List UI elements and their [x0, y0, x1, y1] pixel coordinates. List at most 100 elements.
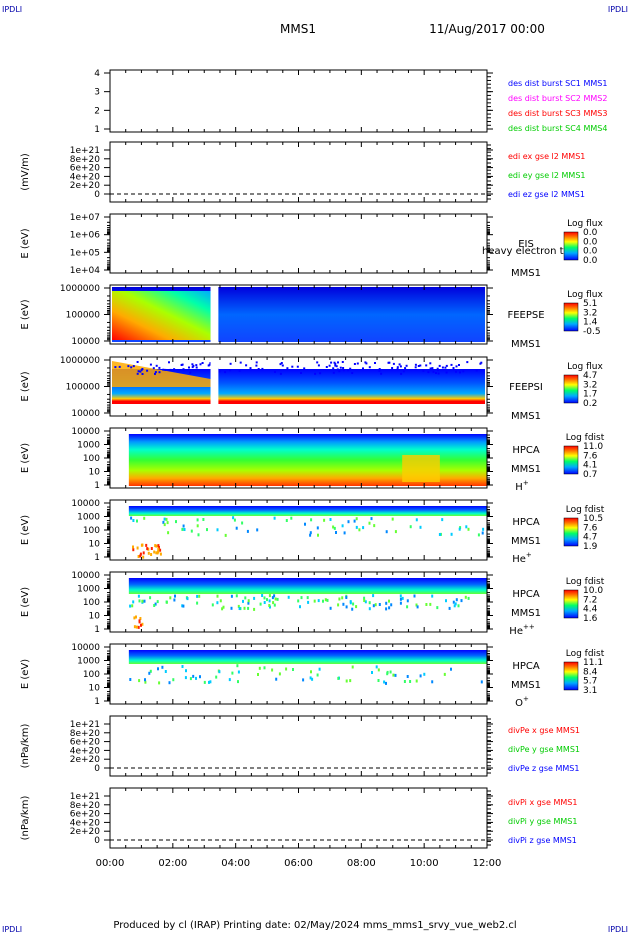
ion-sparse-pixel [187, 597, 189, 600]
ion-sparse-pixel [325, 598, 327, 601]
x-tick-label: 10:00 [410, 858, 439, 869]
y-axis-label: E (eV) [20, 587, 31, 617]
ion-sparse-pixel [375, 603, 377, 606]
y-tick-label: 2 [94, 106, 100, 116]
ion-sparse-pixel [273, 594, 275, 597]
ion-sparse-pixel [425, 603, 427, 606]
y-tick-label: 3 [94, 88, 100, 98]
panel-9: 100001000100101E (eV) HPCAMMS1O+Log fdist… [20, 643, 605, 709]
feepsi-sparse-pixel [337, 361, 339, 363]
feepsi-sparse-pixel [330, 362, 332, 364]
feepsi-sparse-pixel [162, 369, 164, 371]
ion-sparse-pixel [301, 596, 303, 599]
ion-sparse-pixel [199, 675, 201, 678]
ion-sparse-pixel [400, 594, 402, 597]
ion-sparse-pixel [373, 524, 375, 527]
ion-sparse-pixel [317, 674, 319, 677]
ion-sparse-pixel [247, 607, 249, 610]
feepsi-sparse-pixel [258, 368, 260, 370]
ion-sparse-pixel [342, 524, 344, 527]
feepsi-sparse-pixel [195, 364, 197, 366]
ion-high-energy-band [129, 506, 487, 516]
ion-low-energy-pixel [138, 626, 140, 629]
ion-sparse-pixel [236, 527, 238, 530]
ion-sparse-pixel [253, 608, 255, 611]
ion-sparse-pixel [166, 601, 168, 604]
ion-sparse-pixel [288, 596, 290, 599]
ion-sparse-pixel [236, 664, 238, 667]
feepsi-sparse-pixel [188, 367, 190, 369]
ion-sparse-pixel [182, 665, 184, 668]
spacecraft-label: MMS1 [511, 339, 541, 350]
ion-sparse-pixel [236, 594, 238, 597]
ion-sparse-pixel [395, 530, 397, 533]
ion-sparse-pixel [402, 597, 404, 600]
time-axis: 00:00 02:00 04:00 06:00 08:00 10:00 12:00 [96, 858, 502, 869]
ion-sparse-pixel [330, 518, 332, 521]
feepsi-sparse-pixel [158, 367, 160, 369]
ion-sparse-pixel [136, 520, 138, 523]
ion-sparse-pixel [172, 678, 174, 681]
feepsi-sparse-pixel [374, 362, 376, 364]
ion-low-energy-pixel [153, 551, 155, 554]
feepsi-sparse-pixel [229, 369, 231, 371]
ion-sparse-pixel [335, 531, 337, 534]
feepse-hot-population [112, 291, 211, 340]
overlay-label: heavy electron to [482, 246, 570, 257]
feepsi-sparse-pixel [137, 361, 139, 363]
ion-sparse-pixel [317, 526, 319, 529]
ion-sparse-pixel [416, 680, 418, 683]
y-tick-label: 10 [89, 612, 101, 622]
ion-low-energy-pixel [159, 549, 161, 552]
ion-sparse-pixel [231, 607, 233, 610]
feepsi-sparse-pixel [404, 367, 406, 369]
ion-sparse-pixel [445, 599, 447, 602]
ion-sparse-pixel [259, 667, 261, 670]
ion-sparse-pixel [169, 681, 171, 684]
ion-sparse-pixel [292, 668, 294, 671]
ion-sparse-pixel [286, 519, 288, 522]
ion-sparse-pixel [192, 675, 194, 678]
ion-sparse-pixel [161, 666, 163, 669]
feepsi-sparse-pixel [430, 368, 432, 370]
y-axis-label: (nPa/km) [20, 796, 31, 841]
feepsi-sparse-pixel [347, 369, 349, 371]
feepsi-sparse-pixel [435, 372, 437, 374]
ion-low-energy-pixel [143, 551, 145, 554]
feepsi-sparse-pixel [316, 361, 318, 363]
ion-sparse-pixel [456, 598, 458, 601]
ion-sparse-pixel [131, 604, 133, 607]
ion-sparse-pixel [354, 520, 356, 523]
y-tick-label: 1e+04 [70, 266, 101, 276]
legend-entry: des dist burst SC2 MMS2 [508, 94, 607, 103]
ion-sparse-pixel [223, 606, 225, 609]
ion-sparse-pixel [185, 676, 187, 679]
x-tick-label: 04:00 [221, 858, 250, 869]
ion-low-energy-pixel [151, 547, 153, 550]
ion-sparse-pixel [404, 680, 406, 683]
ion-sparse-pixel [225, 534, 227, 537]
ion-sparse-pixel [247, 530, 249, 533]
panel-3: 1e+07 1e+06 1e+05 1e+04 E (eV) EIS MMS1 heavy e… [20, 213, 603, 279]
ion-sparse-pixel [465, 596, 467, 599]
ion-sparse-pixel [129, 605, 131, 608]
feepsi-sparse-pixel [261, 368, 263, 370]
ion-sparse-pixel [218, 670, 220, 673]
data-gap [211, 358, 219, 415]
panel-frame [110, 214, 487, 273]
feepsi-sparse-pixel [127, 365, 129, 367]
ion-sparse-pixel [317, 534, 319, 537]
ion-sparse-pixel [481, 680, 483, 683]
ion-sparse-pixel [307, 601, 309, 604]
feepsi-sparse-pixel [427, 371, 429, 373]
ion-sparse-pixel [302, 678, 304, 681]
ion-sparse-pixel [217, 595, 219, 598]
ion-sparse-pixel [390, 671, 392, 674]
feepsi-sparse-pixel [459, 371, 461, 373]
feepsi-sparse-pixel [476, 370, 478, 372]
panel-10: 1e+218e+206e+204e+202e+200(nPa/km) divPe … [20, 716, 580, 776]
y-tick-label: 1000 [77, 585, 100, 595]
y-tick-label: 100 [83, 670, 100, 680]
y-tick-label: 1000000 [60, 284, 100, 294]
y-axis-label: E (eV) [20, 299, 31, 329]
